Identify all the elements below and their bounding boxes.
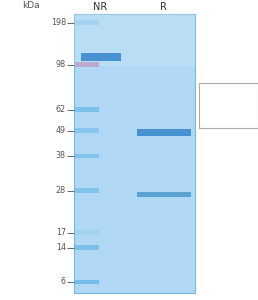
FancyBboxPatch shape bbox=[75, 245, 99, 250]
FancyBboxPatch shape bbox=[75, 62, 99, 67]
Text: R: R bbox=[160, 2, 167, 12]
Text: 17: 17 bbox=[56, 228, 66, 237]
Text: 98: 98 bbox=[56, 60, 66, 69]
FancyBboxPatch shape bbox=[199, 82, 258, 128]
FancyBboxPatch shape bbox=[137, 192, 191, 197]
Text: 38: 38 bbox=[56, 152, 66, 160]
FancyBboxPatch shape bbox=[75, 230, 99, 235]
FancyBboxPatch shape bbox=[74, 14, 195, 292]
Text: 62: 62 bbox=[56, 105, 66, 114]
Text: 198: 198 bbox=[51, 18, 66, 27]
Text: 14: 14 bbox=[56, 243, 66, 252]
Text: 6: 6 bbox=[61, 278, 66, 286]
Text: 49: 49 bbox=[56, 126, 66, 135]
Text: NR: NR bbox=[93, 2, 108, 12]
FancyBboxPatch shape bbox=[75, 280, 99, 284]
FancyBboxPatch shape bbox=[75, 20, 99, 25]
Text: 28: 28 bbox=[56, 186, 66, 195]
FancyBboxPatch shape bbox=[75, 107, 99, 112]
Text: 2.5 μg loading
NR = Non-reduced
R = Reduced: 2.5 μg loading NR = Non-reduced R = Redu… bbox=[203, 86, 258, 106]
FancyBboxPatch shape bbox=[75, 128, 99, 133]
FancyBboxPatch shape bbox=[74, 14, 195, 66]
FancyBboxPatch shape bbox=[75, 188, 99, 193]
FancyBboxPatch shape bbox=[81, 53, 121, 61]
Text: kDa: kDa bbox=[22, 2, 39, 10]
FancyBboxPatch shape bbox=[75, 154, 99, 158]
FancyBboxPatch shape bbox=[137, 129, 191, 136]
